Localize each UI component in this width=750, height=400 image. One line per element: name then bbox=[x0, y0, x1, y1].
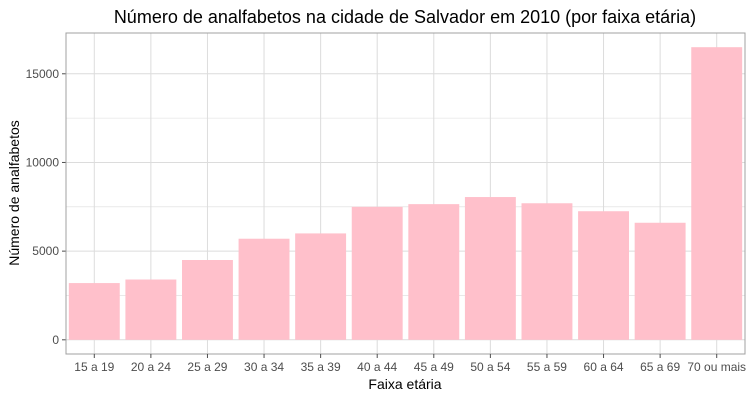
y-tick-label: 5000 bbox=[32, 244, 59, 258]
x-tick-label: 30 a 34 bbox=[244, 360, 284, 374]
bar-25-a-29 bbox=[181, 260, 233, 340]
panel-border bbox=[65, 32, 746, 355]
bar-15-a-19 bbox=[68, 283, 120, 340]
axes: 0 5000 10000 15000 15 a 19 20 a 24 25 a 29 30 a… bbox=[26, 32, 746, 374]
y-tick-label: 0 bbox=[52, 333, 59, 347]
bar-30-a-34 bbox=[238, 238, 290, 340]
y-tick-label: 15000 bbox=[26, 67, 60, 81]
x-tick-label: 65 a 69 bbox=[640, 360, 680, 374]
y-axis-title: Número de analfabetos bbox=[6, 120, 22, 266]
bar-40-a-44 bbox=[351, 206, 403, 340]
bar-55-a-59 bbox=[521, 203, 573, 340]
x-tick-label: 35 a 39 bbox=[301, 360, 341, 374]
bar-50-a-54 bbox=[464, 197, 516, 340]
bar-35-a-39 bbox=[295, 233, 347, 340]
x-tick-label: 15 a 19 bbox=[74, 360, 114, 374]
x-tick-label: 50 a 54 bbox=[470, 360, 510, 374]
x-axis-title: Faixa etária bbox=[368, 376, 441, 392]
x-tick-label: 45 a 49 bbox=[414, 360, 454, 374]
x-tick-label: 70 ou mais bbox=[687, 360, 746, 374]
bar-65-a-69 bbox=[634, 222, 686, 340]
chart-title: Número de analfabetos na cidade de Salva… bbox=[114, 7, 696, 27]
x-tick-label: 25 a 29 bbox=[187, 360, 227, 374]
x-tick-label: 40 a 44 bbox=[357, 360, 397, 374]
x-tick-label: 55 a 59 bbox=[527, 360, 567, 374]
y-tick-label: 10000 bbox=[26, 155, 60, 169]
bars bbox=[68, 47, 743, 340]
bar-20-a-24 bbox=[125, 279, 177, 340]
x-tick-label: 20 a 24 bbox=[131, 360, 171, 374]
bar-60-a-64 bbox=[578, 211, 630, 340]
x-tick-label: 60 a 64 bbox=[584, 360, 624, 374]
bar-45-a-49 bbox=[408, 204, 460, 340]
bar-70-ou-mais bbox=[691, 47, 743, 340]
